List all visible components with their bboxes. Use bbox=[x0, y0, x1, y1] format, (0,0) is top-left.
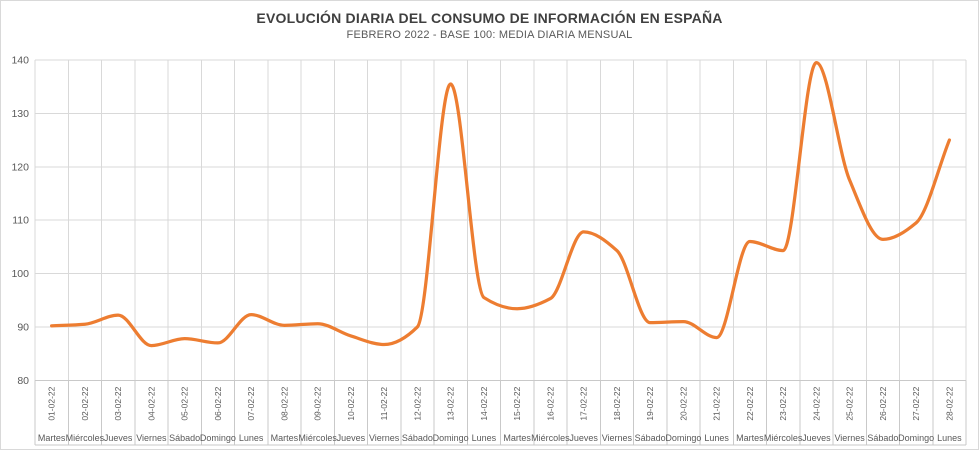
x-weekday-label: Domingo bbox=[200, 433, 236, 443]
x-date-label: 21-02-22 bbox=[712, 386, 722, 420]
x-date-label: 26-02-22 bbox=[878, 386, 888, 420]
x-weekday-label: Jueves bbox=[104, 433, 133, 443]
x-date-label: 24-02-22 bbox=[811, 386, 821, 420]
x-date-label: 10-02-22 bbox=[346, 386, 356, 420]
chart-subtitle: FEBRERO 2022 - BASE 100: MEDIA DIARIA ME… bbox=[346, 29, 633, 41]
x-date-label: 14-02-22 bbox=[479, 386, 489, 420]
x-weekday-label: Martes bbox=[503, 433, 531, 443]
x-date-label: 18-02-22 bbox=[612, 386, 622, 420]
x-date-label: 01-02-22 bbox=[47, 386, 57, 420]
x-weekday-label: Martes bbox=[38, 433, 66, 443]
x-date-label: 03-02-22 bbox=[113, 386, 123, 420]
x-date-label: 06-02-22 bbox=[213, 386, 223, 420]
x-weekday-label: Sábado bbox=[635, 433, 666, 443]
x-weekday-label: Lunes bbox=[937, 433, 962, 443]
x-date-label: 09-02-22 bbox=[313, 386, 323, 420]
x-axis-weekday-labels: Martes Miércoles Jueves Viernes Sábado Doming… bbox=[38, 433, 962, 443]
x-weekday-label: Viernes bbox=[602, 433, 633, 443]
x-date-label: 27-02-22 bbox=[911, 386, 921, 420]
x-weekday-label: Martes bbox=[736, 433, 764, 443]
x-date-label: 22-02-22 bbox=[745, 386, 755, 420]
x-weekday-label: Viernes bbox=[136, 433, 167, 443]
x-date-label: 25-02-22 bbox=[845, 386, 855, 420]
x-weekday-label: Jueves bbox=[802, 433, 831, 443]
y-tick-label: 140 bbox=[11, 55, 29, 67]
x-weekday-label: Jueves bbox=[337, 433, 366, 443]
x-date-label: 17-02-22 bbox=[579, 386, 589, 420]
x-weekday-label: Sábado bbox=[402, 433, 433, 443]
y-tick-label: 120 bbox=[11, 161, 29, 173]
y-axis-labels: 80 90 100 110 120 130 140 bbox=[11, 55, 29, 387]
x-date-label: 28-02-22 bbox=[944, 386, 954, 420]
x-date-label: 13-02-22 bbox=[446, 386, 456, 420]
x-date-label: 15-02-22 bbox=[512, 386, 522, 420]
x-date-label: 08-02-22 bbox=[279, 386, 289, 420]
x-date-label: 23-02-22 bbox=[778, 386, 788, 420]
x-weekday-label: Martes bbox=[271, 433, 299, 443]
y-tick-label: 90 bbox=[17, 321, 29, 333]
x-weekday-label: Domingo bbox=[433, 433, 469, 443]
chart-title: EVOLUCIÓN DIARIA DEL CONSUMO DE INFORMAC… bbox=[256, 10, 723, 26]
x-weekday-label: Lunes bbox=[472, 433, 497, 443]
x-date-label: 19-02-22 bbox=[645, 386, 655, 420]
x-date-label: 05-02-22 bbox=[180, 386, 190, 420]
y-tick-label: 80 bbox=[17, 375, 29, 387]
x-weekday-label: Sábado bbox=[867, 433, 898, 443]
y-tick-label: 130 bbox=[11, 108, 29, 120]
x-weekday-label: Domingo bbox=[665, 433, 701, 443]
x-weekday-label: Jueves bbox=[569, 433, 598, 443]
vertical-gridlines bbox=[34, 60, 967, 381]
x-axis-date-labels: 01-02-22 02-02-22 03-02-22 04-02-22 05-02-22… bbox=[47, 386, 955, 420]
x-weekday-label: Miércoles bbox=[764, 433, 803, 443]
consumption-series-line bbox=[50, 61, 952, 348]
x-weekday-label: Viernes bbox=[834, 433, 865, 443]
x-date-label: 02-02-22 bbox=[80, 386, 90, 420]
y-tick-label: 110 bbox=[12, 215, 29, 227]
x-weekday-label: Viernes bbox=[369, 433, 400, 443]
x-weekday-label: Sábado bbox=[169, 433, 200, 443]
x-axis-frame bbox=[34, 379, 967, 446]
x-date-label: 07-02-22 bbox=[246, 386, 256, 420]
x-date-label: 20-02-22 bbox=[678, 386, 688, 420]
x-weekday-label: Domingo bbox=[898, 433, 934, 443]
x-weekday-label: Lunes bbox=[239, 433, 264, 443]
x-weekday-label: Miércoles bbox=[531, 433, 570, 443]
y-tick-label: 100 bbox=[11, 268, 29, 280]
x-date-label: 12-02-22 bbox=[412, 386, 422, 420]
x-date-label: 04-02-22 bbox=[146, 386, 156, 420]
x-weekday-label: Miércoles bbox=[66, 433, 105, 443]
x-weekday-label: Lunes bbox=[704, 433, 729, 443]
x-weekday-label: Miércoles bbox=[298, 433, 337, 443]
x-date-label: 16-02-22 bbox=[545, 386, 555, 420]
x-date-label: 11-02-22 bbox=[379, 387, 389, 421]
